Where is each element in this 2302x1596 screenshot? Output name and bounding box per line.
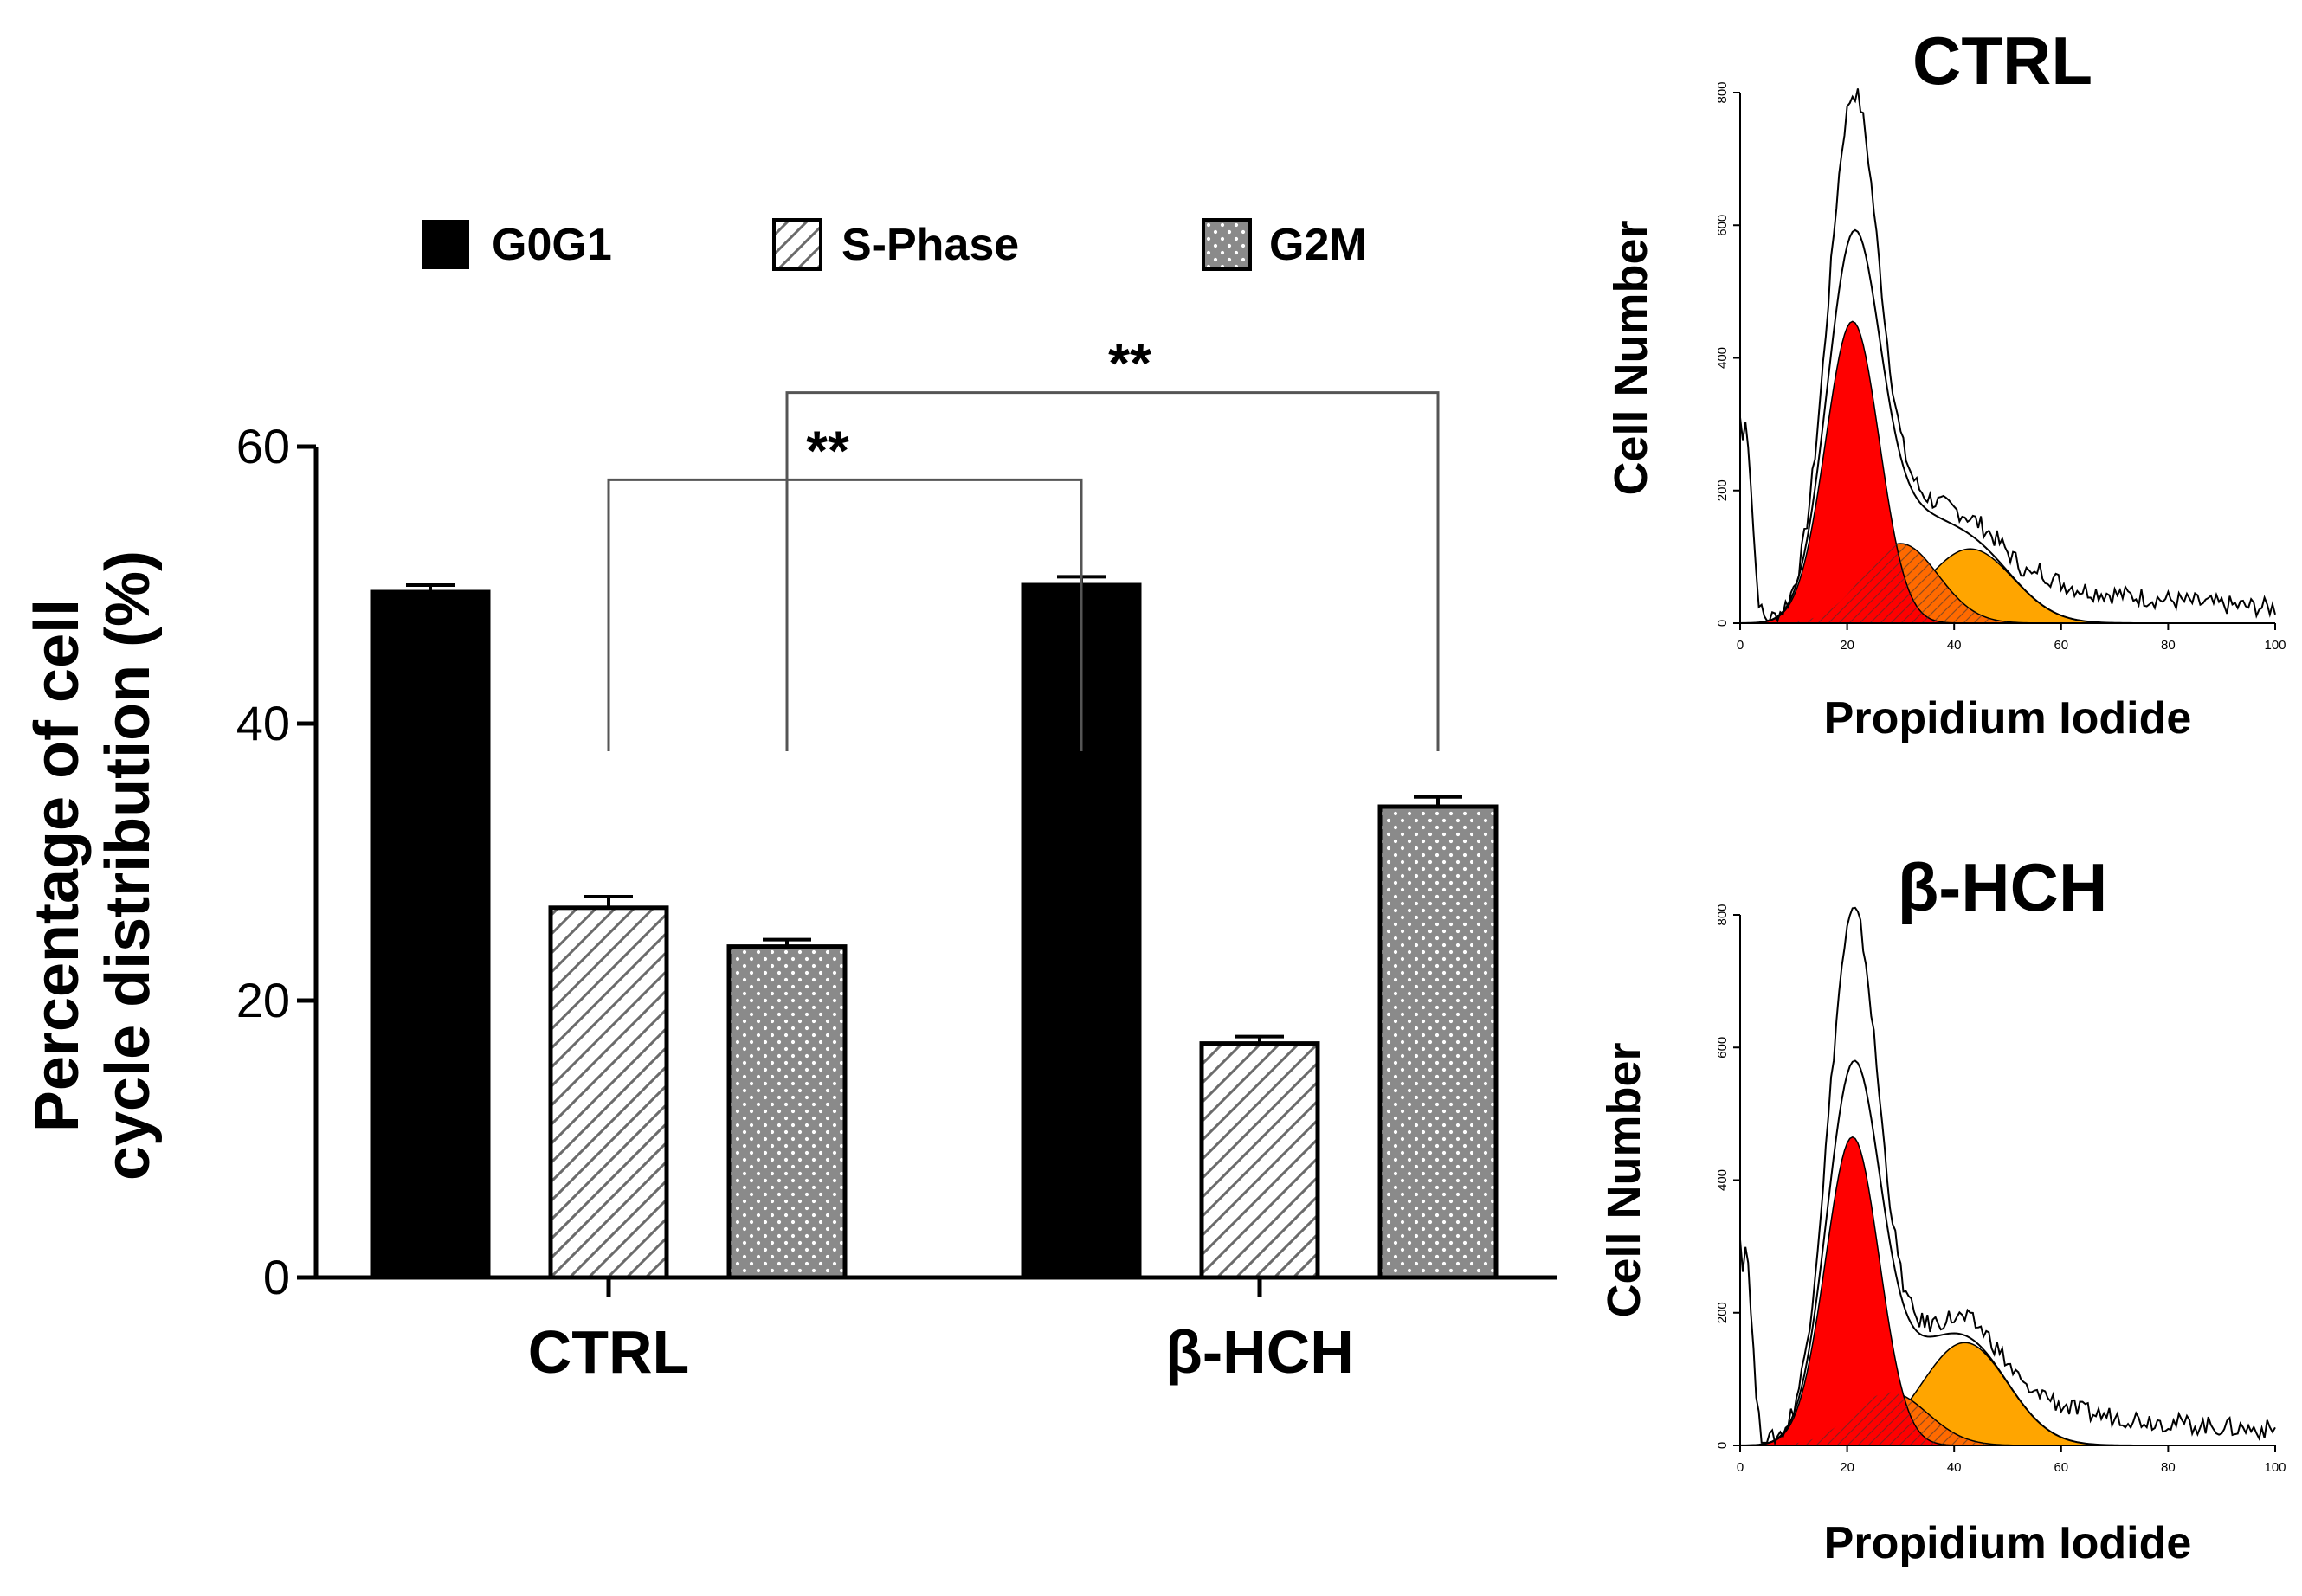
histogram-title: β-HCH	[1898, 849, 2108, 925]
legend-label-g2m: G2M	[1269, 220, 1367, 270]
histogram-y-tick-label: 400	[1715, 1169, 1730, 1191]
bars	[370, 575, 1499, 1280]
histogram-x-tick-label: 60	[2054, 638, 2068, 653]
histogram-x-tick-label: 80	[2161, 638, 2176, 653]
histogram-y-tick-label: 0	[1715, 620, 1730, 627]
y-axis-label-line2: cycle distribution (%)	[93, 550, 163, 1181]
histogram-x-tick-label: 0	[1737, 1460, 1744, 1475]
legend-label-s-phase: S-Phase	[841, 220, 1019, 270]
histogram-y-label: Cell Number	[1598, 1042, 1650, 1317]
histogram-y-tick-label: 200	[1715, 479, 1730, 501]
cell-cycle-bar-chart: G0G1 S-Phase G2M Percentage of cell cycl…	[23, 218, 1557, 1386]
bar-g0g1-0	[370, 589, 491, 1280]
bar-g2m-0	[726, 944, 848, 1280]
histogram-x-tick-label: 40	[1947, 638, 1962, 653]
histogram-x-label: Propidium Iodide	[1824, 693, 2192, 743]
histogram-s-phase-hatch	[1740, 1392, 2275, 1445]
histogram-y-tick-label: 800	[1715, 904, 1730, 925]
histogram-raw-outline	[1739, 906, 2276, 1446]
histogram-x-tick-label: 80	[2161, 1460, 2176, 1475]
bar-s-phase-1	[1199, 1041, 1320, 1280]
histogram-x-label: Propidium Iodide	[1824, 1518, 2192, 1568]
y-axis-label-line1: Percentage of cell	[23, 599, 92, 1132]
histogram-x-tick-label: 60	[2054, 1460, 2068, 1475]
y-tick-label: 0	[263, 1250, 290, 1304]
y-tick-label: 40	[236, 696, 290, 750]
significance-bracket	[785, 391, 1440, 751]
histogram-raw-outline	[1739, 88, 2276, 624]
significance-brackets: ** **	[607, 332, 1440, 751]
histogram-x-tick-label: 40	[1947, 1460, 1962, 1475]
x-category-label: CTRL	[528, 1318, 690, 1386]
histogram-x-tick-label: 0	[1737, 638, 1744, 653]
category-labels: CTRL β-HCH	[528, 1277, 1354, 1386]
significance-bracket	[607, 478, 1083, 751]
y-tick-label: 60	[236, 419, 290, 473]
histogram-y-tick-label: 200	[1715, 1302, 1730, 1323]
x-category-label: β-HCH	[1165, 1318, 1354, 1386]
histogram-x-tick-label: 100	[2264, 638, 2286, 653]
histogram-x-tick-label: 100	[2264, 1460, 2286, 1475]
legend-swatch-g0g1	[422, 220, 469, 269]
legend-label-g0g1: G0G1	[492, 220, 612, 270]
bar-g2m-1	[1377, 804, 1499, 1280]
y-ticks: 0 20 40 60	[236, 419, 316, 1304]
histogram-y-tick-label: 800	[1715, 81, 1730, 103]
histogram-x-tick-label: 20	[1840, 638, 1854, 653]
histogram-y-tick-label: 0	[1715, 1442, 1730, 1449]
legend-swatch-g2m	[1202, 218, 1252, 271]
histogram-s-phase-hatch	[1740, 544, 2275, 623]
bar-s-phase-0	[548, 905, 669, 1280]
significance-label: **	[1108, 332, 1151, 395]
histogram-y-tick-label: 400	[1715, 347, 1730, 369]
histogram-y-tick-label: 600	[1715, 215, 1730, 236]
legend-swatch-s-phase	[772, 218, 822, 271]
y-tick-label: 20	[236, 973, 290, 1027]
legend: G0G1 S-Phase G2M	[422, 218, 1367, 271]
significance-label: **	[806, 419, 849, 481]
histogram-title: CTRL	[1912, 23, 2092, 99]
histogram-y-tick-label: 600	[1715, 1037, 1730, 1059]
histogram-y-label: Cell Number	[1605, 220, 1657, 495]
histogram-x-tick-label: 20	[1840, 1460, 1854, 1475]
